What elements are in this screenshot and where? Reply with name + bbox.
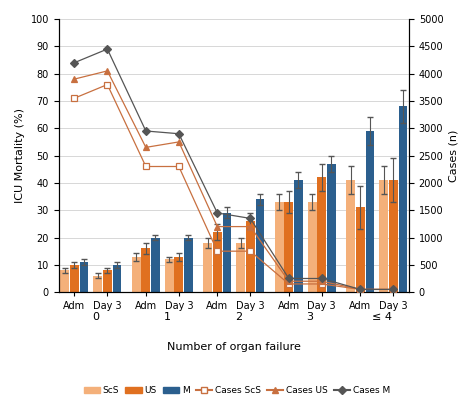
Bar — [103, 270, 112, 292]
Bar — [318, 177, 326, 292]
Bar — [237, 243, 245, 292]
Bar — [399, 106, 407, 292]
Bar — [255, 199, 264, 292]
Bar — [294, 180, 303, 292]
Bar — [132, 257, 141, 292]
Bar — [184, 237, 193, 292]
Bar — [151, 237, 160, 292]
Bar — [174, 257, 183, 292]
Bar — [223, 213, 231, 292]
Bar — [203, 243, 212, 292]
Bar — [213, 232, 222, 292]
Bar — [275, 202, 283, 292]
X-axis label: Number of organ failure: Number of organ failure — [167, 342, 301, 352]
Bar — [327, 164, 336, 292]
Bar — [365, 131, 374, 292]
Bar — [356, 208, 365, 292]
Y-axis label: ICU Mortality (%): ICU Mortality (%) — [15, 108, 25, 203]
Bar — [165, 260, 173, 292]
Bar — [284, 202, 293, 292]
Bar — [346, 180, 355, 292]
Bar — [93, 276, 102, 292]
Legend: ScS, US, M, Cases ScS, Cases US, Cases M: ScS, US, M, Cases ScS, Cases US, Cases M — [80, 382, 394, 399]
Y-axis label: Cases (n): Cases (n) — [449, 129, 459, 182]
Bar — [60, 270, 69, 292]
Bar — [389, 180, 398, 292]
Bar — [142, 248, 150, 292]
Bar — [113, 265, 121, 292]
Bar — [70, 265, 79, 292]
Bar — [80, 262, 88, 292]
Bar — [246, 221, 255, 292]
Bar — [379, 180, 388, 292]
Bar — [308, 202, 317, 292]
